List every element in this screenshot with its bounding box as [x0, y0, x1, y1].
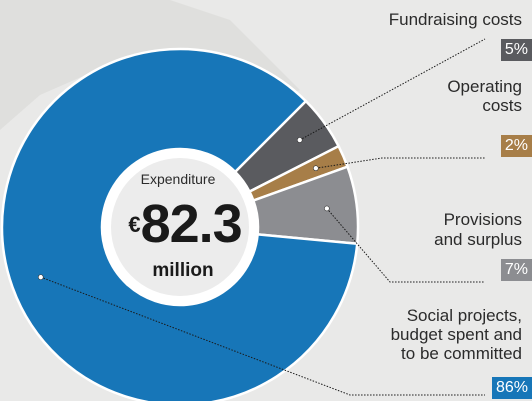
center-value: €82.3	[110, 193, 260, 255]
label-social-line2: budget spent and	[390, 325, 522, 344]
background-map-shape	[0, 0, 300, 130]
leader-dot-provisions	[324, 205, 330, 212]
leader-dot-operating	[313, 165, 319, 172]
currency-symbol: €	[128, 212, 141, 237]
center-amount: 82.3	[140, 194, 243, 254]
label-operating-line1: Operating	[447, 77, 522, 96]
pct-fundraising: 5%	[500, 39, 532, 61]
leader-dot-fundraising	[296, 137, 303, 143]
pct-operating: 2%	[500, 135, 532, 157]
label-provisions-line2: and surplus	[434, 230, 522, 249]
center-title: Expenditure	[140, 171, 216, 187]
leader-dot-social	[37, 274, 44, 280]
center-unit: million	[152, 260, 214, 281]
leader-line-fundraising	[299, 38, 486, 141]
label-social-line1: Social projects,	[406, 306, 522, 325]
leader-line-provisions	[326, 208, 485, 283]
label-operating-line2: costs	[482, 96, 522, 115]
leader-line-operating	[315, 157, 485, 169]
center-disc	[111, 158, 249, 296]
pct-provisions: 7%	[500, 259, 532, 281]
label-social-line3: to be committed	[401, 344, 522, 363]
label-fundraising: Fundraising costs	[388, 10, 522, 29]
leader-line-social	[40, 276, 485, 396]
label-provisions-line1: Provisions	[443, 210, 522, 229]
pct-social: 86%	[491, 377, 532, 399]
